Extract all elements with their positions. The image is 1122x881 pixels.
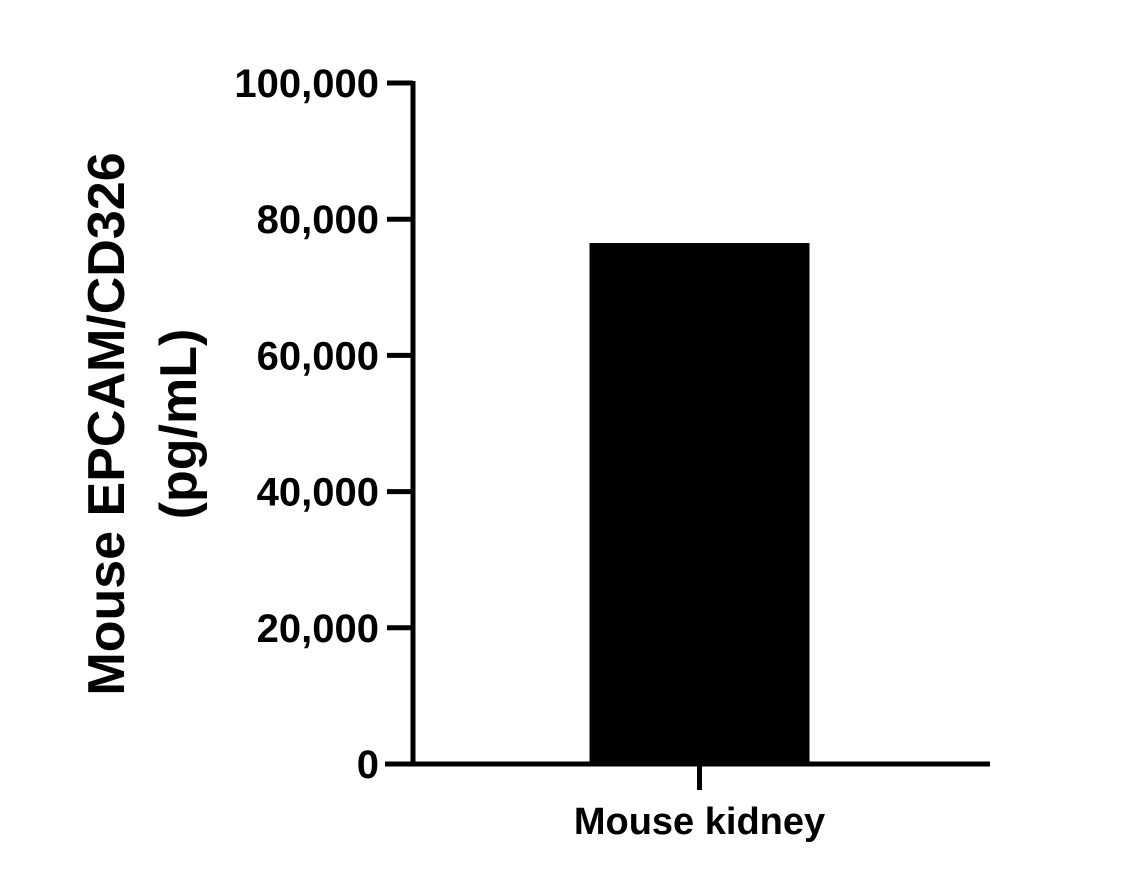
y-tick-label: 0 <box>357 743 379 787</box>
y-axis-title-line-1: Mouse EPCAM/CD326 <box>78 152 136 695</box>
bar <box>589 243 810 764</box>
y-tick-label: 20,000 <box>257 607 379 651</box>
y-tick-label: 40,000 <box>257 471 379 515</box>
y-tick-label: 100,000 <box>234 62 379 106</box>
y-axis-title: Mouse EPCAM/CD326 (pg/mL) <box>78 152 208 695</box>
y-tick-label: 60,000 <box>257 334 379 378</box>
y-axis-title-line-2: (pg/mL) <box>150 329 208 520</box>
y-tick-label: 80,000 <box>257 198 379 242</box>
x-axis: Mouse kidney <box>385 761 990 843</box>
x-category-label: Mouse kidney <box>574 801 825 843</box>
bars-group <box>589 243 810 764</box>
y-axis: 0 20,000 40,000 60,000 80,000 100,000 <box>234 62 416 787</box>
